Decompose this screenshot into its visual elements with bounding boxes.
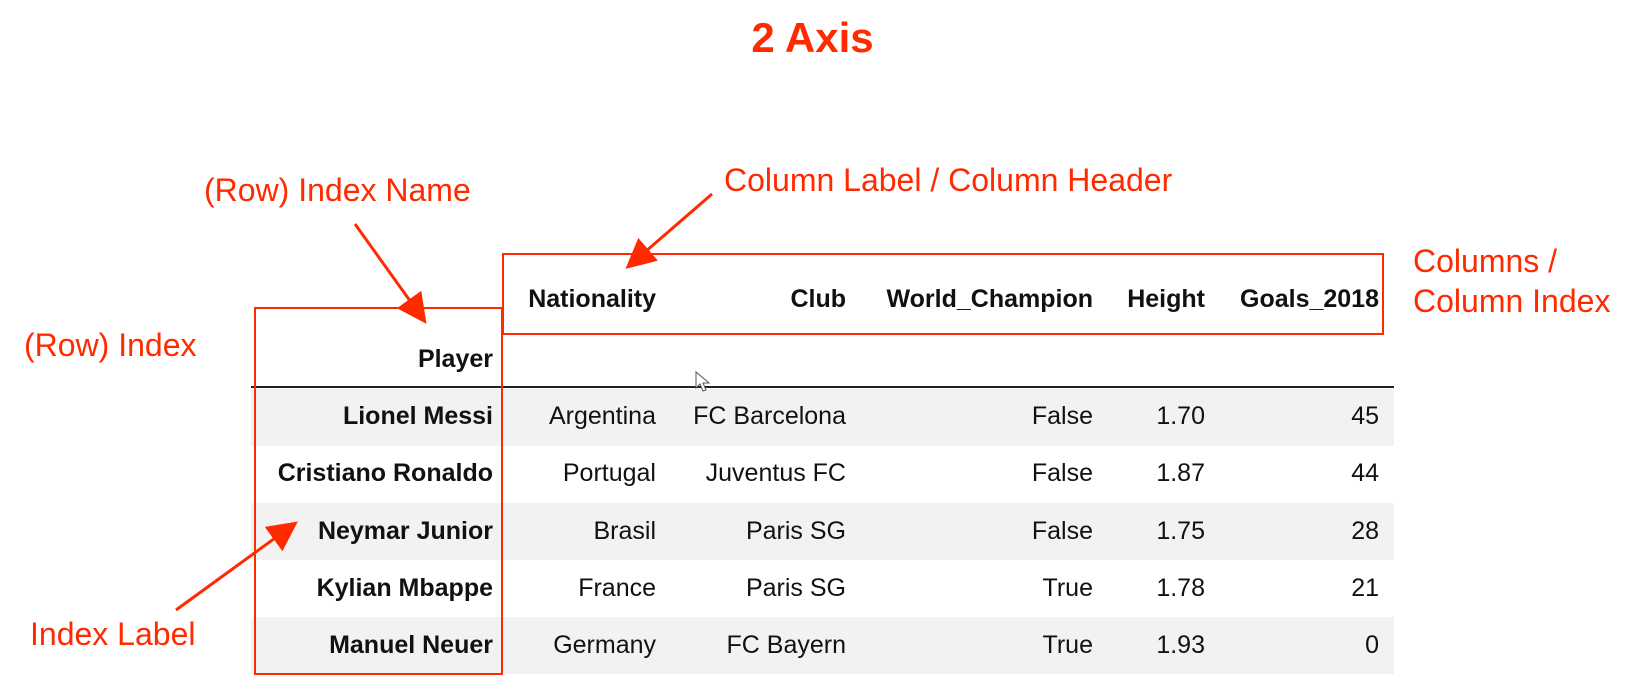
column-header: Club xyxy=(790,285,846,313)
row-index-annotation: (Row) Index xyxy=(24,327,197,363)
column-header: Goals_2018 xyxy=(1240,285,1379,313)
table-cell: FC Barcelona xyxy=(693,402,846,430)
table-cell: Paris SG xyxy=(745,517,846,545)
table-cell: 44 xyxy=(1351,459,1379,487)
table-cell: 28 xyxy=(1351,517,1379,545)
index-label: Neymar Junior xyxy=(317,517,493,545)
table-cell: Paris SG xyxy=(745,574,846,602)
table-cell: True xyxy=(1042,574,1093,602)
table-cell: 1.78 xyxy=(1156,574,1205,602)
table-cell: 1.70 xyxy=(1156,402,1205,430)
columns-annotation-line1: Columns / xyxy=(1413,243,1558,279)
column-index-box xyxy=(502,253,1384,335)
table-cell: 1.75 xyxy=(1156,517,1205,545)
header-divider xyxy=(251,386,1394,388)
table-cell: False xyxy=(1031,402,1093,430)
column-header: Height xyxy=(1127,285,1205,313)
column-header: Nationality xyxy=(528,285,656,313)
index-label: Lionel Messi xyxy=(342,402,493,430)
index-label: Manuel Neuer xyxy=(329,631,493,659)
column-header: World_Champion xyxy=(886,285,1093,313)
table-cell: 21 xyxy=(1351,574,1379,602)
table-row-stripe xyxy=(251,389,1394,446)
arrow-to-index-label xyxy=(175,521,298,612)
index-label-annotation: Index Label xyxy=(30,616,196,652)
table-row-stripe xyxy=(251,503,1394,560)
table-cell: 45 xyxy=(1351,402,1379,430)
table-cell: False xyxy=(1031,459,1093,487)
table-cell: True xyxy=(1042,631,1093,659)
table-cell: Brasil xyxy=(593,517,656,545)
table-row-stripe xyxy=(251,617,1394,674)
index-label: Kylian Mbappe xyxy=(316,574,493,602)
columns-annotation-line2: Column Index xyxy=(1413,283,1611,319)
table-cell: Portugal xyxy=(562,459,656,487)
table-cell: False xyxy=(1031,517,1093,545)
arrow-to-column-label xyxy=(625,192,713,269)
table-cell: 1.87 xyxy=(1156,459,1205,487)
table-cell: 0 xyxy=(1365,631,1379,659)
mouse-cursor-icon xyxy=(695,371,711,392)
index-name: Player xyxy=(417,345,493,373)
row-index-box xyxy=(254,307,503,675)
table-cell: France xyxy=(578,574,656,602)
table-cell: 1.93 xyxy=(1156,631,1205,659)
table-cell: Germany xyxy=(553,631,656,659)
row-index-name-annotation: (Row) Index Name xyxy=(204,172,471,208)
table-cell: FC Bayern xyxy=(726,631,846,659)
column-label-annotation: Column Label / Column Header xyxy=(724,162,1173,198)
index-label: Cristiano Ronaldo xyxy=(277,459,493,487)
table-cell: Argentina xyxy=(548,402,656,430)
table-cell: Juventus FC xyxy=(705,459,846,487)
arrow-to-index-name xyxy=(353,223,427,324)
diagram-title: 2 Axis xyxy=(751,14,874,61)
